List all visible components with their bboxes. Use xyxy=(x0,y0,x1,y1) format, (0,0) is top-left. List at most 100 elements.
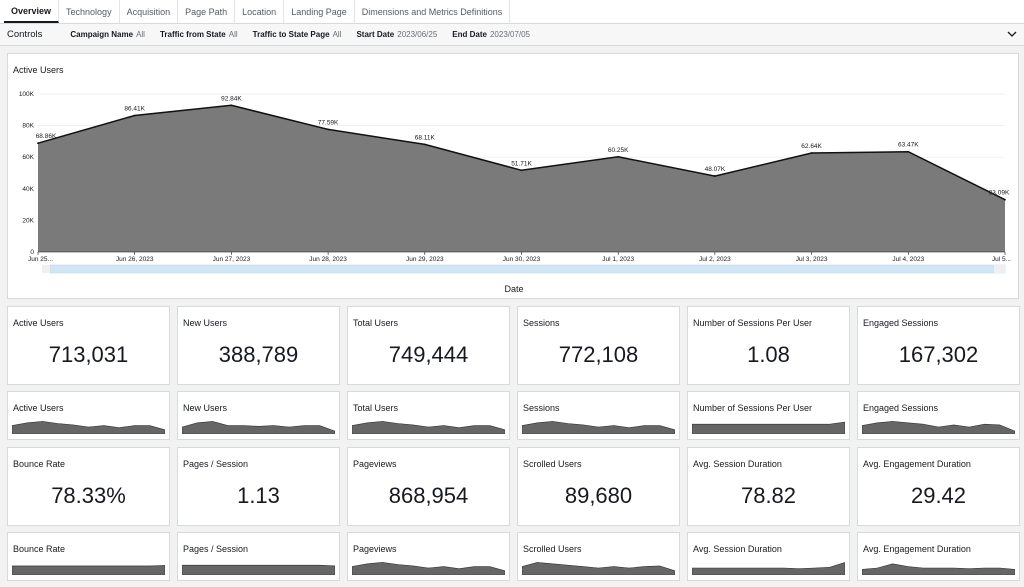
control-label: Start Date xyxy=(356,30,395,39)
data-label: 51.71K xyxy=(511,160,532,167)
sparkline xyxy=(862,421,1015,434)
kpi-card-avg-engagement-duration[interactable]: Avg. Engagement Duration 29.42 xyxy=(857,447,1020,526)
sparkline xyxy=(522,562,675,575)
control-label: End Date xyxy=(452,30,487,39)
kpi-card-pages-session[interactable]: Pages / Session 1.13 xyxy=(177,447,340,526)
tab-dimensions-and-metrics-definitions[interactable]: Dimensions and Metrics Definitions xyxy=(355,0,511,23)
sparkline-card-pages-session[interactable]: Pages / Session xyxy=(177,532,340,581)
data-label: 86.41K xyxy=(124,105,145,112)
sparkline xyxy=(12,421,165,434)
control-label: Campaign Name xyxy=(70,30,134,39)
control-traffic-from-state[interactable]: Traffic from State All xyxy=(160,30,238,39)
chevron-down-icon[interactable] xyxy=(1006,28,1018,40)
data-label: 68.86K xyxy=(36,133,57,140)
tab-location[interactable]: Location xyxy=(235,0,285,23)
sparkline-title: Bounce Rate xyxy=(13,544,66,554)
sparkline-area xyxy=(862,563,1015,575)
sparkline-area xyxy=(182,421,335,434)
control-end-date[interactable]: End Date 2023/07/05 xyxy=(452,30,530,39)
tab-landing-page[interactable]: Landing Page xyxy=(284,0,355,23)
chart-scrollbar[interactable] xyxy=(49,264,1006,274)
kpi-title: Avg. Session Duration xyxy=(693,459,782,469)
kpi-value: 868,954 xyxy=(388,483,469,508)
sparkline-title: Number of Sessions Per User xyxy=(693,403,813,413)
data-point xyxy=(714,175,716,177)
control-start-date[interactable]: Start Date 2023/06/25 xyxy=(356,30,437,39)
control-campaign-name[interactable]: Campaign Name All xyxy=(70,30,145,39)
control-traffic-to-state-page[interactable]: Traffic to State Page All xyxy=(253,30,342,39)
kpi-value: 78.33% xyxy=(51,483,126,508)
x-tick-label: Jun 30, 2023 xyxy=(503,256,541,263)
sparkline-title: Sessions xyxy=(523,403,560,413)
kpi-card-bounce-rate[interactable]: Bounce Rate 78.33% xyxy=(7,447,170,526)
sparkline-title: Engaged Sessions xyxy=(863,403,939,413)
x-tick-label: Jun 27, 2023 xyxy=(213,256,251,263)
area-fill xyxy=(38,105,1005,252)
sparkline-area xyxy=(12,421,165,434)
sparkline-title: Avg. Session Duration xyxy=(693,544,782,554)
sparkline-card-engaged-sessions[interactable]: Engaged Sessions xyxy=(857,391,1020,440)
kpi-title: Number of Sessions Per User xyxy=(693,318,813,328)
kpi-title: Avg. Engagement Duration xyxy=(863,459,971,469)
sparkline-area xyxy=(522,421,675,434)
controls-bar: Controls Campaign Name All Traffic from St… xyxy=(0,24,1024,46)
kpi-title: Active Users xyxy=(13,318,64,328)
sparkline-title: Total Users xyxy=(353,403,399,413)
sparkline-card-scrolled-users[interactable]: Scrolled Users xyxy=(517,532,680,581)
sparkline-area xyxy=(352,421,505,434)
kpi-value: 29.42 xyxy=(910,483,967,508)
control-label: Traffic from State xyxy=(159,30,226,39)
kpi-title: Engaged Sessions xyxy=(863,318,939,328)
kpi-title: Pageviews xyxy=(353,459,397,469)
scrollbar-left-handle[interactable] xyxy=(42,265,50,273)
x-tick-label: Jul 2, 2023 xyxy=(699,256,731,263)
sparkline-card-avg-engagement-duration[interactable]: Avg. Engagement Duration xyxy=(857,532,1020,581)
sparkline xyxy=(522,421,675,434)
data-point xyxy=(423,143,426,146)
tab-technology[interactable]: Technology xyxy=(59,0,120,23)
y-tick-label: 20K xyxy=(22,217,34,224)
sparkline xyxy=(352,562,505,575)
kpi-card-avg-session-duration[interactable]: Avg. Session Duration 78.82 xyxy=(687,447,850,526)
kpi-title: New Users xyxy=(183,318,228,328)
sparkline xyxy=(692,562,845,575)
sparkline-card-active-users[interactable]: Active Users xyxy=(7,391,170,440)
sparkline-card-total-users[interactable]: Total Users xyxy=(347,391,510,440)
sparkline xyxy=(182,421,335,434)
tab-overview[interactable]: Overview xyxy=(4,0,60,23)
sparkline-card-pageviews[interactable]: Pageviews xyxy=(347,532,510,581)
sheet-tabs: Overview Technology Acquisition Page Path Lo… xyxy=(0,0,1024,24)
kpi-title: Scrolled Users xyxy=(523,459,582,469)
sparkline-card-avg-session-duration[interactable]: Avg. Session Duration xyxy=(687,532,850,581)
sparkline-title: Scrolled Users xyxy=(523,544,582,554)
kpi-value: 388,789 xyxy=(218,342,299,367)
kpi-card-active-users[interactable]: Active Users 713,031 xyxy=(7,306,170,385)
control-value: All xyxy=(228,30,238,39)
y-tick-label: 100K xyxy=(19,91,35,98)
kpi-card-new-users[interactable]: New Users 388,789 xyxy=(177,306,340,385)
kpi-card-number-of-sessions-per-user[interactable]: Number of Sessions Per User 1.08 xyxy=(687,306,850,385)
kpi-card-pageviews[interactable]: Pageviews 868,954 xyxy=(347,447,510,526)
sparkline-area xyxy=(692,562,845,575)
kpi-card-sessions[interactable]: Sessions 772,108 xyxy=(517,306,680,385)
control-value: 2023/06/25 xyxy=(397,30,438,39)
scrollbar-right-handle[interactable] xyxy=(994,265,1005,273)
sparkline-card-sessions[interactable]: Sessions xyxy=(517,391,680,440)
sparkline-card-number-of-sessions-per-user[interactable]: Number of Sessions Per User xyxy=(687,391,850,440)
kpi-card-engaged-sessions[interactable]: Engaged Sessions 167,302 xyxy=(857,306,1020,385)
kpi-value: 89,680 xyxy=(564,483,633,508)
tab-acquisition[interactable]: Acquisition xyxy=(120,0,179,23)
x-tick-label: Jun 28, 2023 xyxy=(309,256,347,263)
sparkline-area xyxy=(182,564,335,575)
tab-page-path[interactable]: Page Path xyxy=(178,0,236,23)
kpi-title: Total Users xyxy=(353,318,399,328)
kpi-card-total-users[interactable]: Total Users 749,444 xyxy=(347,306,510,385)
sparkline-title: New Users xyxy=(183,403,228,413)
data-point xyxy=(520,169,523,172)
data-point xyxy=(1004,198,1006,201)
sparkline-card-bounce-rate[interactable]: Bounce Rate xyxy=(7,532,170,581)
sparkline-card-new-users[interactable]: New Users xyxy=(177,391,340,440)
kpi-card-scrolled-users[interactable]: Scrolled Users 89,680 xyxy=(517,447,680,526)
data-label: 92.84K xyxy=(221,95,242,102)
data-point xyxy=(810,152,813,154)
